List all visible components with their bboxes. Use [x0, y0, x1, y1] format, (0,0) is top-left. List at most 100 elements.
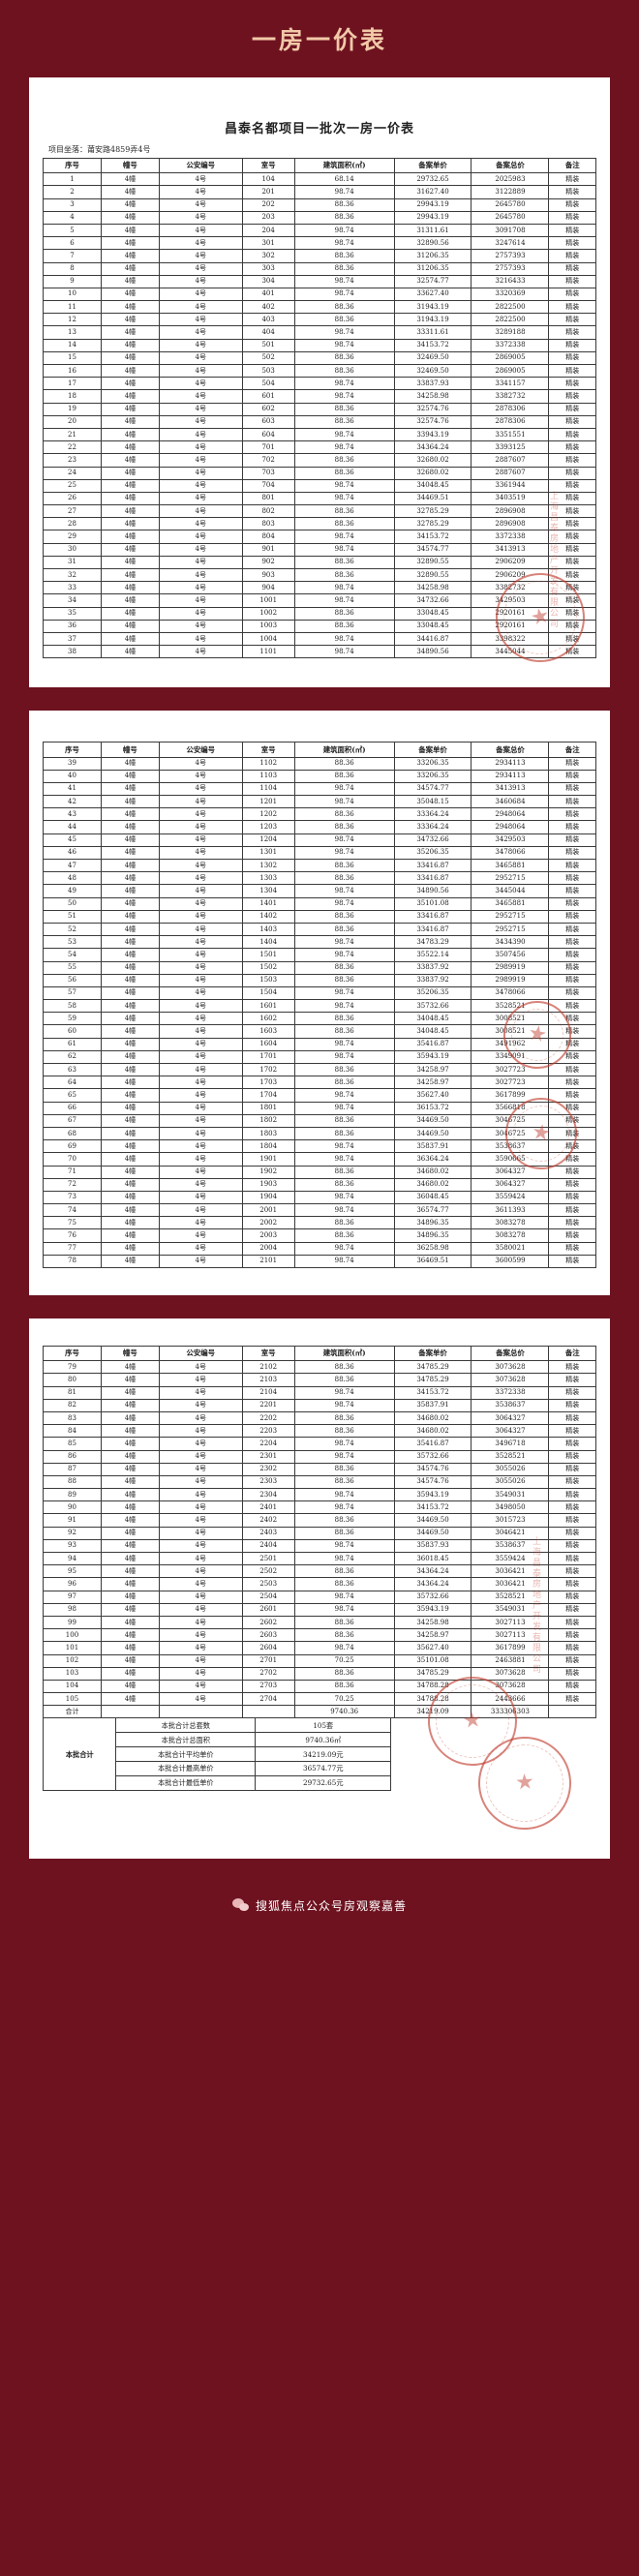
- cell-建筑面积(㎡): 88.36: [293, 1076, 395, 1090]
- table-row: 94 4幢 4号 2501 98.74 36018.45 3559424 精装: [43, 1551, 596, 1566]
- cell-备案单价: 32680.02: [393, 466, 472, 480]
- cell-室号: 2202: [241, 1410, 295, 1426]
- cell-备案单价: 35206.35: [393, 985, 472, 1001]
- cell-备案总价: 3600599: [471, 1254, 550, 1269]
- column-header-0: 序号: [43, 1345, 102, 1362]
- cell-备案单价: 35048.15: [393, 795, 472, 809]
- document-page-2: 序号 幢号 公安编号 室号 建筑面积(㎡) 备案单价 备案总价 备注 39 4幢 4号 1102 88…: [29, 711, 610, 1295]
- cell-室号: 1201: [241, 795, 295, 809]
- cell-公安编号: 4号: [158, 1628, 243, 1643]
- cell-幢号: 4幢: [100, 555, 160, 570]
- cell-室号: 2001: [241, 1203, 295, 1218]
- cell-建筑面积(㎡): 98.74: [293, 1641, 395, 1655]
- cell-幢号: 4幢: [100, 1602, 160, 1617]
- cell-建筑面积(㎡): 88.36: [293, 1474, 395, 1490]
- cell-幢号: 4幢: [100, 973, 160, 987]
- cell-建筑面积(㎡): 98.74: [293, 223, 395, 238]
- cell-幢号: 4幢: [100, 402, 160, 416]
- cell-序号: 93: [43, 1538, 102, 1554]
- table-body: 39 4幢 4号 1102 88.36 33206.35 2934113 精装 40 4幢 4号 11…: [43, 756, 596, 1269]
- cell-幢号: 4幢: [100, 1152, 160, 1167]
- cell-建筑面积(㎡): 88.36: [293, 1216, 395, 1230]
- cell-幢号: 4幢: [100, 363, 160, 379]
- cell-建筑面积(㎡): 98.74: [293, 781, 395, 797]
- cell-序号: 40: [43, 769, 102, 783]
- cell-公安编号: 4号: [158, 530, 243, 544]
- cell-建筑面积(㎡): 88.36: [293, 820, 395, 834]
- cell-备注: 精装: [548, 619, 596, 633]
- cell-备案单价: 34680.02: [393, 1410, 472, 1426]
- table-row: 68 4幢 4号 1803 88.36 34469.50 3046725 精装: [43, 1126, 596, 1141]
- cell-备案单价: 31206.35: [393, 249, 472, 263]
- cell-备案总价: 2443666: [471, 1692, 550, 1707]
- cell-室号: 2603: [241, 1628, 295, 1643]
- cell-序号: 67: [43, 1113, 102, 1128]
- table-row: 70 4幢 4号 1901 98.74 36364.24 3590665 精装: [43, 1152, 596, 1167]
- cell-建筑面积(㎡): 98.74: [293, 440, 395, 455]
- table-row: 28 4幢 4号 803 88.36 32785.29 2896908 精装: [43, 517, 596, 531]
- cell-建筑面积(㎡): 98.74: [293, 1088, 395, 1103]
- cell-公安编号: 4号: [158, 491, 243, 506]
- cell-备注: 精装: [548, 261, 596, 276]
- cell-建筑面积(㎡): 98.74: [293, 185, 395, 199]
- table-row: 15 4幢 4号 502 88.36 32469.50 2869005 精装: [43, 350, 596, 366]
- cell-建筑面积(㎡): 98.74: [293, 1254, 395, 1269]
- cell-建筑面积(㎡): 98.74: [293, 1500, 395, 1515]
- cell-建筑面积(㎡): 98.74: [293, 1449, 395, 1464]
- cell-序号: 52: [43, 922, 102, 937]
- table-row: 14 4幢 4号 501 98.74 34153.72 3372338 精装: [43, 338, 596, 352]
- table-body: 79 4幢 4号 2102 88.36 34785.29 3073628 精装 80 4幢 4号 21…: [43, 1360, 596, 1719]
- cell-备注: 精装: [548, 1692, 596, 1707]
- cell-备案单价: 34364.24: [393, 1564, 472, 1579]
- table-row: 71 4幢 4号 1902 88.36 34680.02 3064327 精装: [43, 1165, 596, 1179]
- cell-公安编号: 4号: [158, 300, 243, 315]
- cell-室号: 104: [241, 172, 295, 187]
- cell-建筑面积(㎡): 88.36: [293, 619, 395, 633]
- cell-备案总价: 3538637: [471, 1398, 550, 1412]
- table-row: 40 4幢 4号 1103 88.36 33206.35 2934113 精装: [43, 769, 596, 783]
- cell-备注: 精装: [548, 581, 596, 595]
- cell-公安编号: 4号: [158, 1190, 243, 1205]
- cell-序号: 26: [43, 491, 102, 506]
- table-row: 38 4幢 4号 1101 98.74 34890.56 3445044 精装: [43, 645, 596, 659]
- cell-公安编号: 4号: [158, 427, 243, 442]
- cell-备注: 精装: [548, 1254, 596, 1269]
- cell-备案总价: 3036421: [471, 1577, 550, 1591]
- cell-公安编号: 4号: [158, 478, 243, 493]
- cell-公安编号: 4号: [158, 567, 243, 583]
- table-row: 16 4幢 4号 503 88.36 32469.50 2869005 精装: [43, 363, 596, 379]
- cell-备案单价: 34890.56: [393, 645, 472, 659]
- cell-公安编号: 4号: [158, 223, 243, 238]
- cell-备案总价: 3046725: [471, 1113, 550, 1128]
- cell-室号: 1203: [241, 820, 295, 834]
- cell-室号: 1303: [241, 871, 295, 886]
- cell-序号: 23: [43, 453, 102, 468]
- cell-序号: 28: [43, 517, 102, 531]
- cell-序号: 57: [43, 985, 102, 1001]
- cell-备案单价: 34469.51: [393, 491, 472, 506]
- cell-序号: 55: [43, 960, 102, 975]
- cell-室号: 1601: [241, 999, 295, 1014]
- cell-室号: 1104: [241, 781, 295, 797]
- cell-公安编号: 4号: [158, 795, 243, 809]
- cell-公安编号: 4号: [158, 1462, 243, 1476]
- cell-备案单价: 29943.19: [393, 210, 472, 225]
- cell-室号: 1704: [241, 1088, 295, 1103]
- table-row: 105 4幢 4号 2704 70.25 34788.28 2443666 精装: [43, 1692, 596, 1707]
- table-row: 6 4幢 4号 301 98.74 32890.56 3247614 精装: [43, 236, 596, 251]
- cell-序号: 95: [43, 1564, 102, 1579]
- cell-备案总价: 3549031: [471, 1602, 550, 1617]
- cell-公安编号: 4号: [158, 973, 243, 987]
- cell-建筑面积(㎡): 88.36: [293, 517, 395, 531]
- table-body: 1 4幢 4号 104 68.14 29732.65 2025983 精装 2 4幢 4号 201 98…: [43, 172, 596, 659]
- column-header-1: 幢号: [100, 157, 160, 174]
- cell-室号: 2204: [241, 1437, 295, 1451]
- cell-公安编号: 4号: [158, 1449, 243, 1464]
- cell-公安编号: 4号: [158, 922, 243, 937]
- cell-公安编号: 4号: [158, 1666, 243, 1681]
- cell-备案总价: 3460684: [471, 795, 550, 809]
- cell-公安编号: 4号: [158, 1410, 243, 1426]
- cell-备注: 精装: [548, 1152, 596, 1167]
- cell-室号: 2501: [241, 1551, 295, 1566]
- table-row: 51 4幢 4号 1402 88.36 33416.87 2952715 精装: [43, 909, 596, 924]
